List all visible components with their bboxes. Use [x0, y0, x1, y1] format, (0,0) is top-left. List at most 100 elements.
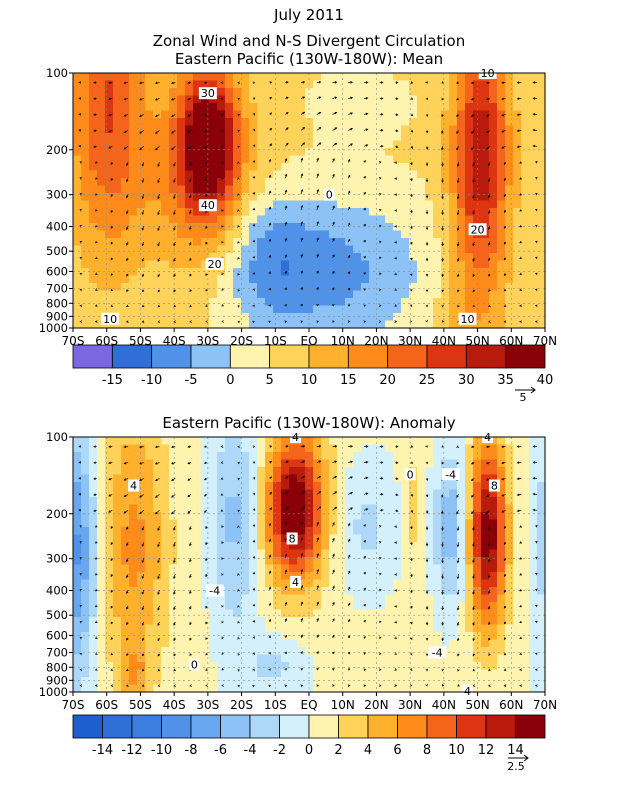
field-cell [153, 268, 162, 277]
wind-vector-head [126, 211, 129, 215]
field-cell [297, 320, 306, 329]
field-cell [145, 654, 154, 663]
field-cell [377, 482, 386, 491]
field-cell [257, 88, 266, 97]
field-cell [161, 103, 170, 112]
field-cell [241, 527, 250, 536]
field-cell [401, 170, 410, 179]
field-cell [217, 602, 226, 611]
field-cell [369, 185, 378, 194]
field-cell [321, 557, 330, 566]
field-cell [81, 215, 90, 224]
field-cell [281, 594, 290, 603]
field-cell [177, 283, 186, 292]
field-cell [225, 148, 234, 157]
field-cell [393, 163, 402, 172]
field-cell [121, 684, 130, 693]
field-cell [449, 215, 458, 224]
field-cell [137, 283, 146, 292]
wind-vector-head [157, 196, 160, 200]
field-cell [289, 208, 298, 217]
field-cell [193, 290, 202, 299]
field-cell [217, 155, 226, 164]
field-cell [313, 579, 322, 588]
field-cell [281, 617, 290, 626]
field-cell [265, 88, 274, 97]
field-cell [505, 208, 514, 217]
field-cell [377, 534, 386, 543]
field-cell [81, 140, 90, 149]
wind-vector-head [457, 304, 460, 308]
field-cell [177, 95, 186, 104]
field-cell [529, 80, 538, 89]
wind-vector-head [441, 81, 445, 84]
field-cell [137, 639, 146, 648]
field-cell [489, 95, 498, 104]
field-cell [329, 148, 338, 157]
field-cell [481, 684, 490, 693]
field-cell [145, 305, 154, 314]
field-cell [185, 80, 194, 89]
field-cell [433, 504, 442, 513]
field-cell [385, 193, 394, 202]
field-cell [337, 662, 346, 671]
field-cell [249, 320, 258, 329]
field-cell [81, 305, 90, 314]
field-cell [417, 489, 426, 498]
field-cell [217, 268, 226, 277]
field-cell [161, 230, 170, 239]
wind-vector-head [300, 204, 304, 208]
field-cell [233, 80, 242, 89]
field-cell [369, 313, 378, 322]
field-cell [329, 80, 338, 89]
field-cell [321, 313, 330, 322]
field-cell [529, 238, 538, 247]
field-cell [521, 320, 530, 329]
field-cell [473, 437, 482, 446]
field-cell [225, 452, 234, 461]
field-cell [193, 452, 202, 461]
wind-vector-head [441, 147, 444, 151]
field-cell [105, 489, 114, 498]
field-cell [321, 223, 330, 232]
wind-vector-head [347, 287, 351, 291]
field-cell [241, 215, 250, 224]
wind-vector-head [318, 127, 322, 130]
field-cell [281, 125, 290, 134]
field-cell [153, 133, 162, 142]
field-cell [433, 632, 442, 641]
field-cell [257, 163, 266, 172]
field-cell [73, 88, 82, 97]
field-cell [153, 208, 162, 217]
field-cell [273, 632, 282, 641]
field-cell [225, 290, 234, 299]
field-cell [73, 489, 82, 498]
field-cell [185, 298, 194, 307]
field-cell [97, 677, 106, 686]
field-cell [241, 662, 250, 671]
field-cell [321, 155, 330, 164]
field-cell [289, 148, 298, 157]
field-cell [425, 632, 434, 641]
field-cell [249, 632, 258, 641]
field-cell [97, 564, 106, 573]
field-cell [337, 617, 346, 626]
field-cell [369, 275, 378, 284]
field-cell [361, 185, 370, 194]
field-cell [449, 534, 458, 543]
field-cell [449, 80, 458, 89]
field-cell [129, 118, 138, 127]
field-cell [345, 313, 354, 322]
field-cell [113, 283, 122, 292]
field-cell [233, 133, 242, 142]
field-cell [465, 579, 474, 588]
field-cell [345, 88, 354, 97]
field-cell [225, 140, 234, 149]
field-cell [257, 452, 266, 461]
field-cell [273, 437, 282, 446]
field-cell [81, 125, 90, 134]
field-cell [449, 163, 458, 172]
field-cell [425, 215, 434, 224]
field-cell [169, 534, 178, 543]
field-cell [321, 564, 330, 573]
